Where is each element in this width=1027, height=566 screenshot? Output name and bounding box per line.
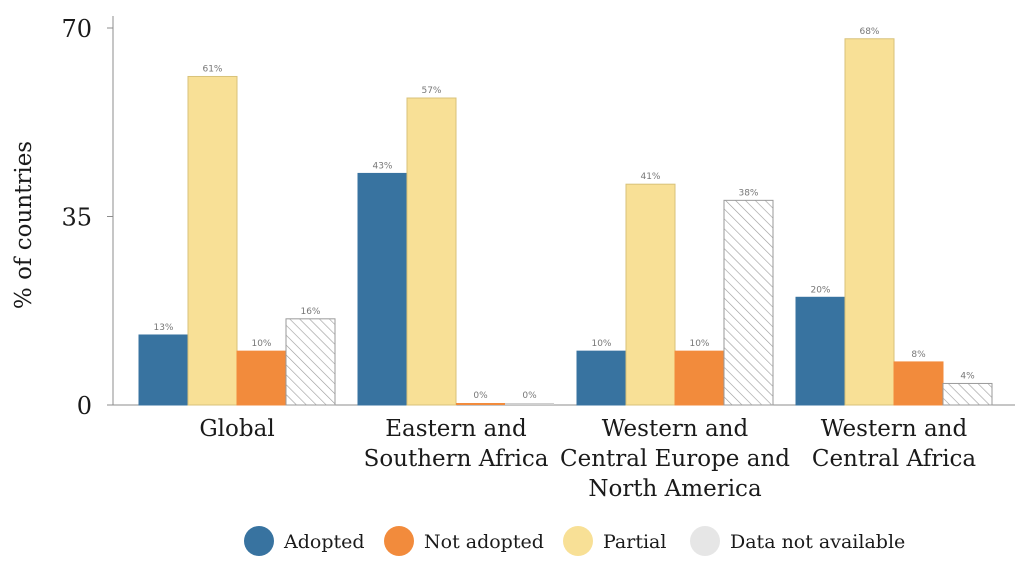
x-category-labels: Global Eastern and Southern AfricaWestern …: [199, 416, 976, 502]
bar: [723, 199, 774, 406]
bar-value-label: 4%: [960, 371, 975, 381]
bar: [236, 350, 287, 406]
bar: [942, 382, 993, 406]
bar-value-label: 0%: [473, 391, 488, 401]
bar: [795, 296, 846, 406]
bar: [406, 97, 457, 406]
bar: [285, 318, 336, 406]
bar-value-label: 57%: [421, 86, 441, 96]
bar: [456, 403, 505, 405]
bar: [674, 350, 725, 406]
bar: [505, 403, 554, 405]
y-tick-label: 70: [61, 15, 92, 43]
legend-label: Data not available: [730, 531, 905, 553]
bar-value-label: 10%: [689, 339, 709, 349]
bar: [576, 350, 627, 406]
bar: [357, 172, 408, 406]
legend-swatch: [563, 526, 593, 556]
bar-value-label: 61%: [202, 64, 222, 74]
bar-value-label: 41%: [640, 172, 660, 182]
legend-swatch: [690, 526, 720, 556]
bar-value-label: 10%: [591, 339, 611, 349]
legend-swatch: [384, 526, 414, 556]
bar-value-label: 16%: [300, 307, 320, 317]
bar: [893, 361, 944, 406]
bar-value-label: 38%: [738, 188, 758, 198]
bar: [138, 334, 189, 406]
bar-value-label: 13%: [153, 323, 173, 333]
x-category-label: Global: [199, 416, 274, 442]
legend-label: Not adopted: [424, 531, 544, 553]
y-tick-label: 0: [77, 392, 92, 420]
bar-value-label: 8%: [911, 350, 926, 360]
legend-label: Partial: [603, 531, 666, 553]
y-tick-label: 35: [61, 204, 92, 232]
bar: [844, 38, 895, 406]
bars: [138, 38, 993, 406]
bar-value-label: 43%: [372, 161, 392, 171]
data-labels: 13% 43% 10% 20% 61% 57% 41% 68% 10% 0% 10% 8% 16% 0% 3…: [153, 27, 975, 401]
x-category-label: Western and Central Africa: [812, 416, 977, 472]
legend-swatch: [244, 526, 274, 556]
bar-value-label: 0%: [522, 391, 537, 401]
bar-value-label: 10%: [251, 339, 271, 349]
x-category-label: Western and Central Europe and North Ameri…: [560, 416, 790, 502]
bar-value-label: 68%: [859, 27, 879, 37]
bar: [187, 75, 238, 406]
y-axis-title: % of countries: [11, 141, 37, 309]
bar: [625, 183, 676, 406]
legend: Adopted Not adopted Partial Data not availa…: [244, 526, 905, 556]
bar-value-label: 20%: [810, 285, 830, 295]
legend-label: Adopted: [283, 531, 365, 553]
x-category-label: Eastern and Southern Africa: [364, 416, 549, 472]
